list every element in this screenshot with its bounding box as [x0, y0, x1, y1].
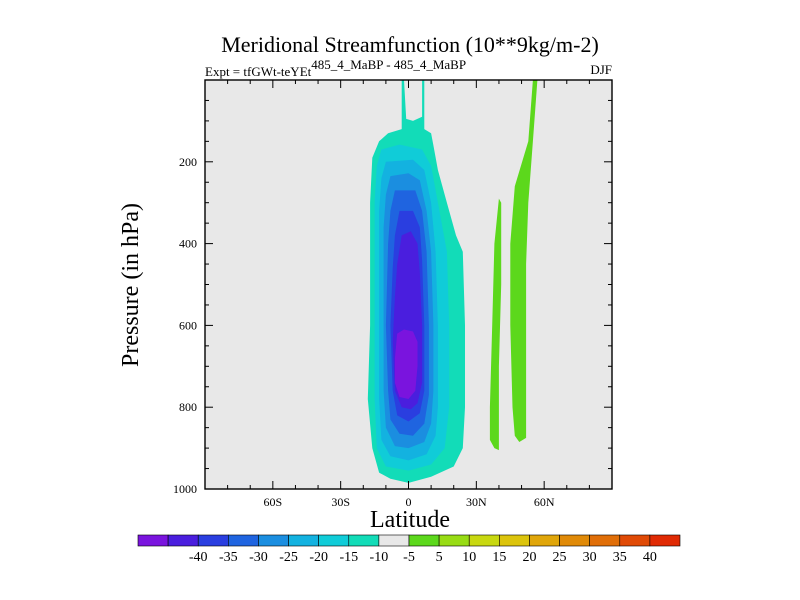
colorbar-label: 30	[583, 550, 597, 565]
subtitle-experiment: Expt = tfGWt-teYEt	[205, 64, 312, 79]
colorbar-label: -30	[249, 550, 268, 565]
colorbar-swatch	[589, 534, 621, 547]
colorbar-label: -35	[219, 550, 238, 565]
x-axis-label: Latitude	[370, 507, 450, 533]
colorbar-label: 10	[462, 550, 476, 565]
colorbar-label: -40	[189, 550, 208, 565]
axis-tick-labels: 60S 30S 0 30N 60N 200 400 600 800 1000	[173, 155, 555, 509]
colorbar-swatch	[559, 534, 590, 547]
colorbar-label: -5	[403, 550, 415, 565]
colorbar-swatch	[438, 534, 470, 547]
colorbar-label: -20	[309, 550, 328, 565]
x-tick-label: 60S	[263, 495, 282, 509]
colorbar-swatch	[318, 534, 350, 547]
colorbar-swatch	[649, 534, 681, 547]
subtitle-experiment-superscript: 485_4_MaBP - 485_4_MaBP	[311, 57, 466, 72]
contour-positive-strip-narrow	[489, 198, 502, 451]
chart-subtitle-left: Expt = tfGWt-teYEt485_4_MaBP - 485_4_MaB…	[205, 57, 466, 79]
colorbar-swatch	[258, 534, 289, 547]
y-tick-label: 200	[179, 155, 197, 169]
colorbar-swatch	[529, 534, 560, 547]
colorbar-swatch	[348, 534, 380, 547]
colorbar-swatch	[468, 534, 500, 547]
x-tick-label: 30N	[466, 495, 487, 509]
colorbar-label: 20	[522, 550, 536, 565]
y-tick-label: 400	[179, 237, 197, 251]
colorbar-swatch	[167, 534, 199, 547]
colorbar-label: 25	[553, 550, 567, 565]
colorbar-labels: -40 -35 -30 -25 -20 -15 -10 -5 5 10 15 20 25 30 35 40	[189, 550, 657, 565]
colorbar-swatch	[499, 534, 530, 547]
y-tick-label: 1000	[173, 482, 197, 496]
y-tick-label: 600	[179, 318, 197, 332]
colorbar-label: -10	[370, 550, 389, 565]
colorbar-label: -25	[279, 550, 298, 565]
contour-negative-cell-40	[394, 329, 418, 399]
colorbar-swatch	[619, 534, 651, 547]
colorbar	[137, 534, 681, 547]
colorbar-label: 5	[436, 550, 443, 565]
colorbar-swatch	[197, 534, 229, 547]
y-tick-label: 800	[179, 400, 197, 414]
axis-ticks	[204, 79, 613, 490]
x-tick-label: 0	[406, 495, 412, 509]
chart-title: Meridional Streamfunction (10**9kg/m-2)	[221, 32, 599, 57]
y-axis-label: Pressure (in hPa)	[118, 203, 144, 367]
colorbar-swatch	[288, 534, 319, 547]
x-tick-label: 60N	[534, 495, 555, 509]
colorbar-label: 40	[643, 550, 657, 565]
x-tick-label: 30S	[331, 495, 350, 509]
colorbar-label: 15	[492, 550, 506, 565]
colorbar-swatch	[137, 534, 169, 547]
colorbar-label: -15	[339, 550, 358, 565]
colorbar-swatch	[378, 534, 410, 547]
contour-regions	[367, 80, 538, 483]
chart-subtitle-season: DJF	[590, 62, 612, 77]
colorbar-swatch	[228, 534, 259, 547]
colorbar-swatch	[408, 534, 440, 547]
contour-positive-strip-wide	[510, 80, 538, 442]
colorbar-label: 35	[613, 550, 627, 565]
